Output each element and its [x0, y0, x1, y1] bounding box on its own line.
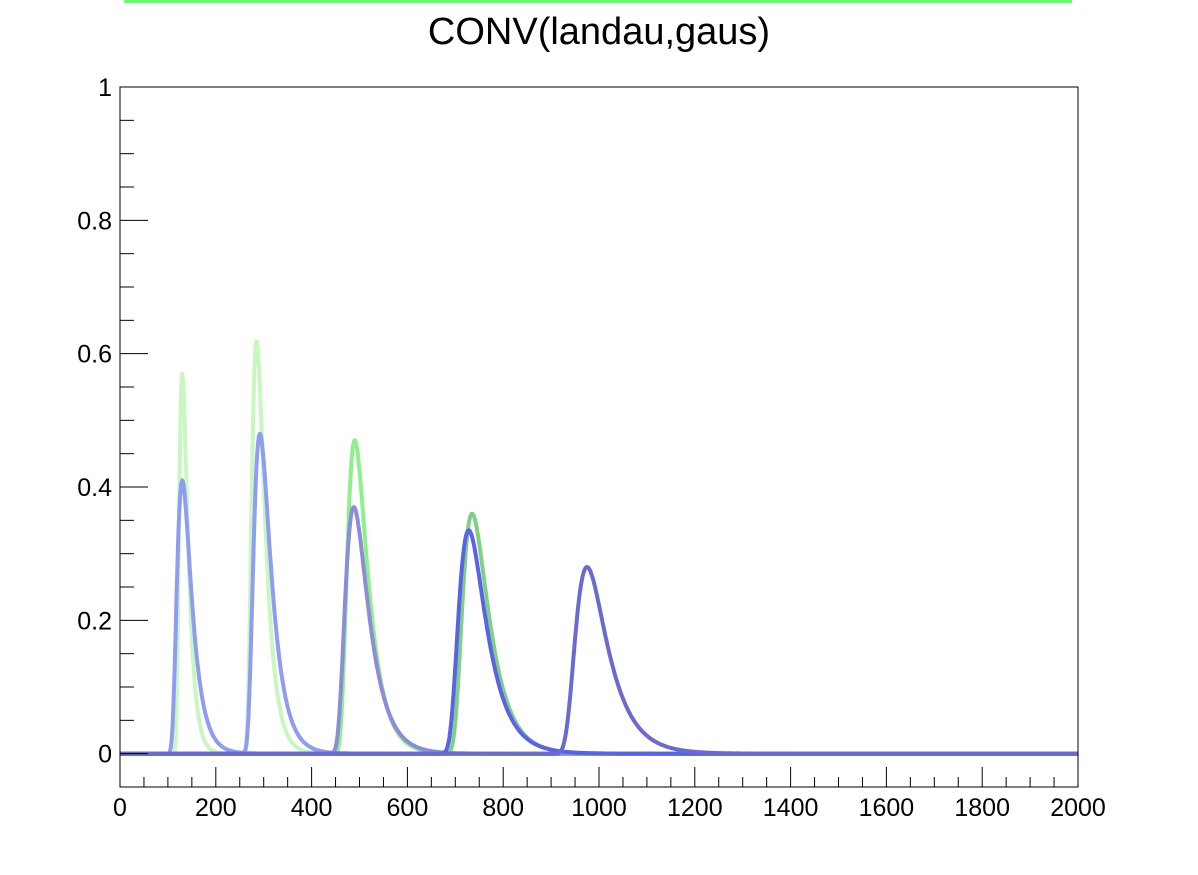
y-tick-label: 0.4: [77, 474, 112, 502]
series-line-landau_1: [119, 339, 1079, 756]
series-line-conv_2: [119, 505, 1079, 756]
x-tick-label: 200: [195, 794, 237, 822]
y-tick-label: 0.8: [77, 207, 112, 235]
series-line-conv_4: [119, 565, 1079, 756]
x-tick-label: 600: [387, 794, 429, 822]
y-tick-label: 1: [98, 74, 112, 102]
x-tick-label: 1800: [954, 794, 1010, 822]
series-line-conv_1: [119, 431, 1079, 756]
x-tick-label: 800: [482, 794, 524, 822]
x-tick-label: 1200: [667, 794, 723, 822]
x-tick-label: 2000: [1050, 794, 1106, 822]
chart-title: CONV(landau,gaus): [428, 11, 770, 53]
series-layer: [119, 339, 1079, 756]
y-tick-label: 0.2: [77, 607, 112, 635]
x-tick-label: 400: [291, 794, 333, 822]
y-tick-label: 0.6: [77, 341, 112, 369]
top-color-bar: [124, 0, 1072, 3]
x-tick-label: 1000: [571, 794, 627, 822]
x-tick-label: 1600: [859, 794, 915, 822]
series-line-landau_1: [119, 371, 1079, 756]
series-line-conv_3: [119, 528, 1079, 756]
series-line-landau_3: [119, 511, 1079, 756]
x-tick-label: 0: [113, 794, 127, 822]
x-tick-label: 1400: [763, 794, 819, 822]
y-tick-label: 0: [98, 741, 112, 769]
axis-layer: 0 200 400 600 800 1000 1200 1400 1600 1800 2000 0 0.…: [77, 74, 1106, 822]
